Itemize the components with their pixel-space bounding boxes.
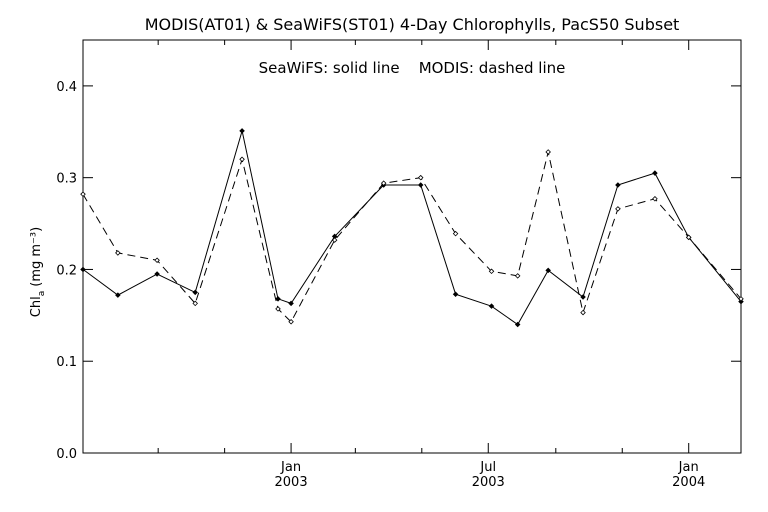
modis-data-point <box>580 309 586 316</box>
modis-data-point <box>80 191 86 197</box>
seawifs-data-point <box>115 292 121 298</box>
seawifs-data-point <box>80 266 86 273</box>
modis-data-point <box>514 273 521 279</box>
y-axis-label-main: Chl <box>29 296 44 317</box>
seawifs-data-point <box>275 296 281 302</box>
plot-frame <box>82 39 742 454</box>
chart-title: MODIS(AT01) & SeaWiFS(ST01) 4-Day Chloro… <box>145 15 680 34</box>
modis-data-point <box>239 156 245 163</box>
y-axis-label-units: (mg m⁻³) <box>29 227 44 287</box>
modis-data-point <box>331 237 338 243</box>
seawifs-data-point <box>580 294 586 300</box>
x-tick-label-year: 2003 <box>275 475 308 490</box>
modis-data-point <box>192 300 198 307</box>
x-tick-label-month: Jul <box>479 460 496 475</box>
seawifs-data-point <box>615 182 621 188</box>
seawifs-data-point <box>239 128 245 134</box>
modis-data-point <box>417 174 424 181</box>
y-tick-label: 0.0 <box>56 447 77 462</box>
modis-data-point <box>685 234 692 241</box>
modis-data-point <box>488 268 495 275</box>
modis-data-point <box>275 306 281 312</box>
modis-data-point <box>545 149 551 155</box>
x-tick-label-month: Jan <box>678 460 699 475</box>
line-style-annotation: SeaWiFS: solid line MODIS: dashed line <box>259 59 566 77</box>
y-axis-label-subscript: a <box>37 291 47 297</box>
y-tick-label: 0.1 <box>56 355 77 370</box>
seawifs-data-point <box>652 170 658 176</box>
modis-data-point <box>154 257 160 264</box>
modis-data-point <box>380 180 387 186</box>
svg-text:Chla(mg m⁻³): Chla (mg m⁻³) <box>29 227 47 317</box>
seawifs-data-point <box>288 300 294 307</box>
y-axis-label: Chla (mg m⁻³) <box>29 227 47 317</box>
seawifs-data-point <box>545 267 551 274</box>
seawifs-data-point <box>192 289 198 296</box>
x-tick-label-year: 2004 <box>672 475 705 490</box>
y-tick-label: 0.2 <box>56 263 77 278</box>
seawifs-data-point <box>417 182 424 188</box>
seawifs-data-point <box>452 291 459 297</box>
x-tick-label-month: Jan <box>280 460 301 475</box>
modis-data-point <box>452 230 459 237</box>
seawifs-data-point <box>154 271 160 277</box>
axis-ticks <box>83 40 741 454</box>
modis-data-point <box>738 296 744 302</box>
seawifs-data-point <box>488 303 495 309</box>
seawifs-data-point <box>514 321 521 328</box>
modis-data-point <box>288 318 294 325</box>
x-tick-label-year: 2003 <box>472 475 505 490</box>
modis-data-point <box>615 206 621 212</box>
y-tick-label: 0.3 <box>56 172 77 187</box>
modis-data-point <box>652 196 658 202</box>
series-layer <box>80 128 744 328</box>
y-tick-label: 0.4 <box>56 80 77 95</box>
y-tick-labels: 0.0 0.1 0.2 0.3 0.4 <box>56 80 77 462</box>
modis-data-point <box>115 250 121 256</box>
seawifs-series-line <box>82 130 742 326</box>
